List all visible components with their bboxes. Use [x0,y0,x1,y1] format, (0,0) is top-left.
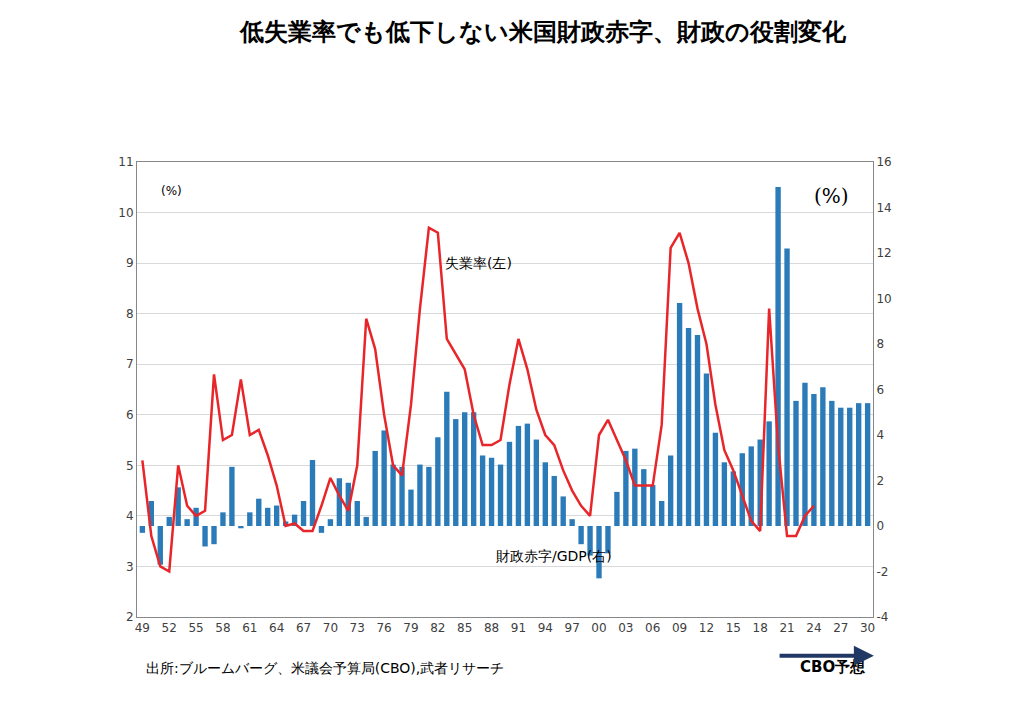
svg-text:09: 09 [672,621,687,635]
svg-text:-4: -4 [876,610,888,624]
svg-text:10: 10 [876,292,891,306]
svg-text:財政赤字/GDP(右): 財政赤字/GDP(右) [496,548,612,564]
svg-text:低失業率でも低下しない米国財政赤字、財政の役割変化: 低失業率でも低下しない米国財政赤字、財政の役割変化 [239,18,847,46]
svg-text:8: 8 [876,337,884,351]
svg-text:11: 11 [118,155,133,169]
svg-text:06: 06 [645,621,660,635]
svg-text:27: 27 [833,621,848,635]
svg-text:00: 00 [591,621,606,635]
svg-text:24: 24 [806,621,821,635]
svg-text:-2: -2 [876,565,888,579]
svg-text:30: 30 [860,621,875,635]
svg-text:3: 3 [126,560,134,574]
svg-text:76: 76 [376,621,391,635]
svg-text:97: 97 [565,621,580,635]
svg-text:出所:ブルームバーグ、米議会予算局(CBO),武者リサーチ: 出所:ブルームバーグ、米議会予算局(CBO),武者リサーチ [146,660,504,676]
svg-text:9: 9 [126,256,134,270]
svg-text:8: 8 [126,307,134,321]
svg-text:4: 4 [876,428,884,442]
svg-text:2: 2 [876,474,884,488]
svg-text:88: 88 [484,621,499,635]
svg-text:52: 52 [162,621,177,635]
svg-text:CBO予想: CBO予想 [800,658,866,676]
svg-text:6: 6 [876,383,884,397]
svg-text:94: 94 [538,621,553,635]
svg-text:10: 10 [118,206,133,220]
svg-text:73: 73 [350,621,365,635]
svg-text:7: 7 [126,357,134,371]
svg-text:16: 16 [876,155,891,169]
svg-text:85: 85 [457,621,472,635]
svg-text:70: 70 [323,621,338,635]
svg-text:55: 55 [188,621,203,635]
svg-text:12: 12 [699,621,714,635]
svg-text:91: 91 [511,621,526,635]
svg-text:79: 79 [403,621,418,635]
svg-text:21: 21 [779,621,794,635]
svg-text:61: 61 [242,621,257,635]
svg-text:(%): (%) [814,184,849,208]
svg-text:12: 12 [876,246,891,260]
svg-text:0: 0 [876,519,884,533]
svg-text:2: 2 [126,610,134,624]
svg-text:58: 58 [215,621,230,635]
svg-text:14: 14 [876,201,891,215]
svg-text:18: 18 [753,621,768,635]
svg-text:失業率(左): 失業率(左) [445,255,512,271]
svg-text:5: 5 [126,459,134,473]
svg-text:6: 6 [126,408,134,422]
svg-text:15: 15 [726,621,741,635]
svg-text:49: 49 [135,621,150,635]
svg-text:67: 67 [296,621,311,635]
svg-text:(%): (%) [161,184,182,198]
svg-text:64: 64 [269,621,284,635]
svg-text:4: 4 [126,509,134,523]
svg-text:03: 03 [618,621,633,635]
svg-text:82: 82 [430,621,445,635]
